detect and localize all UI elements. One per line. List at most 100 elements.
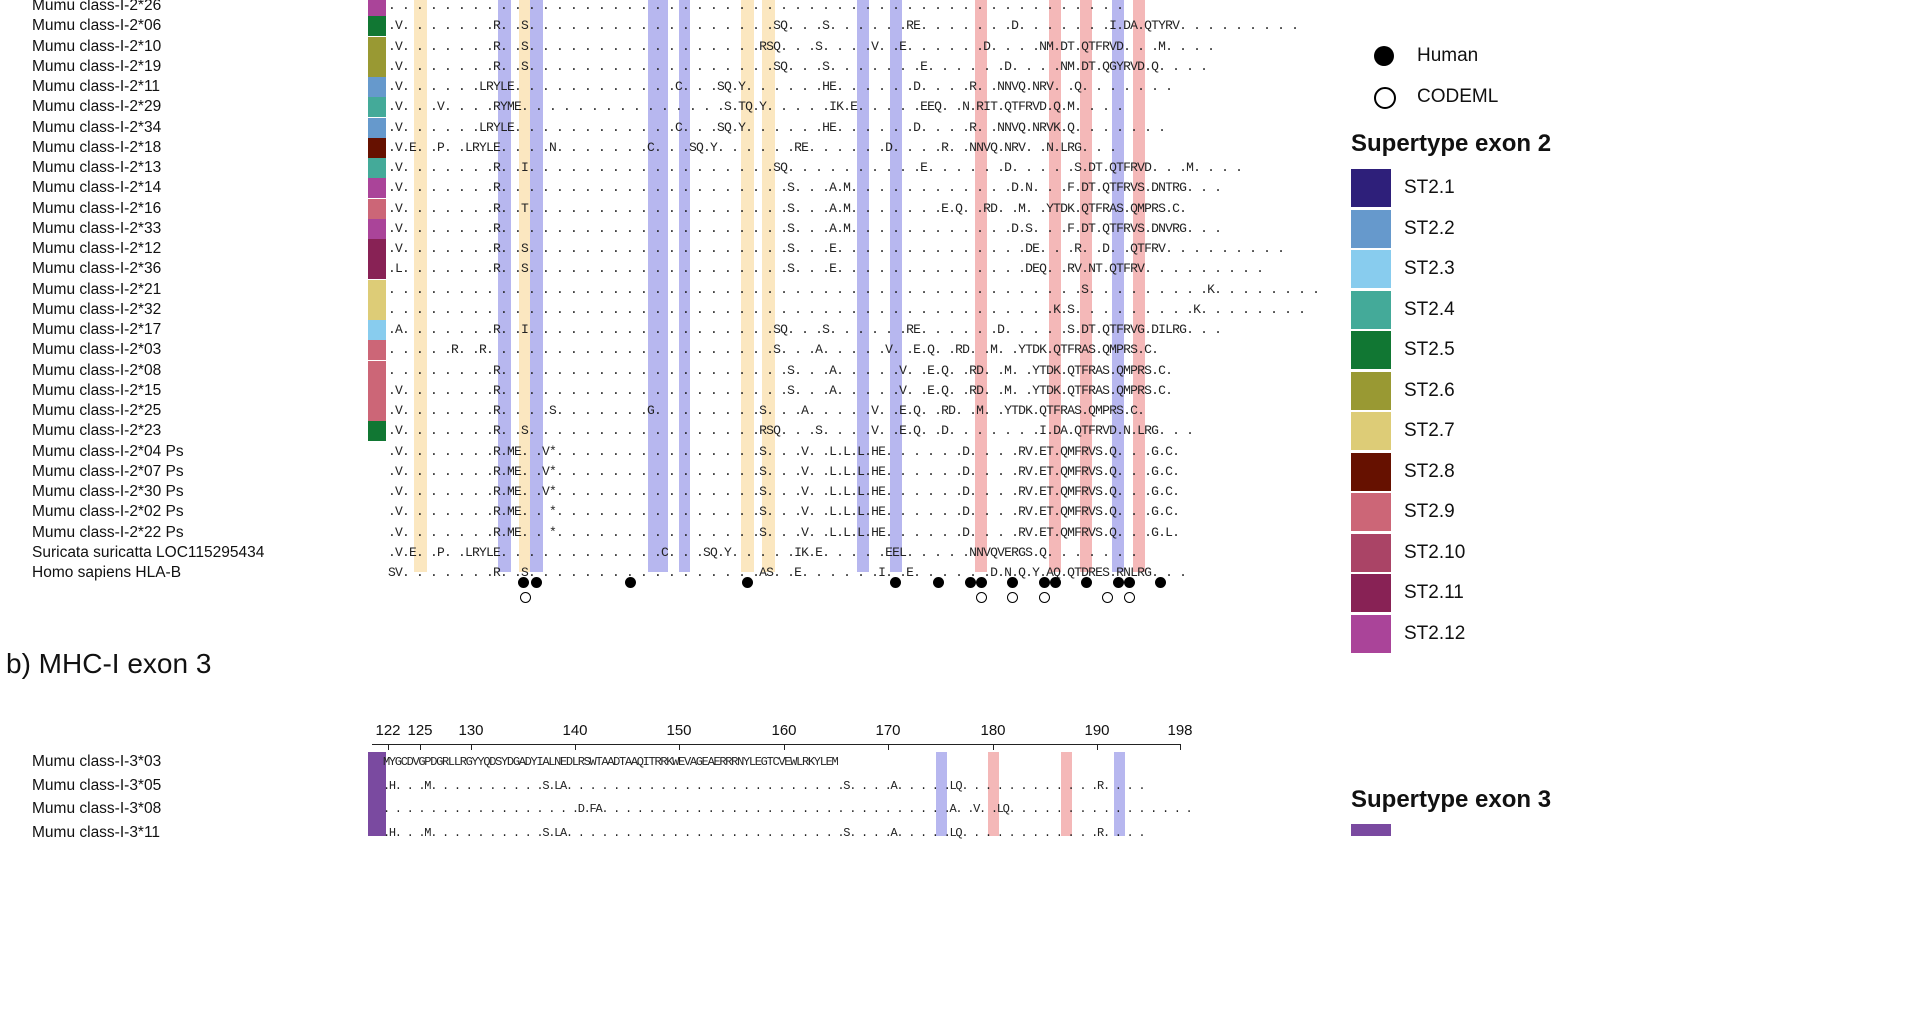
legend-swatch [1351,209,1391,248]
codeml-site-circle [976,592,987,603]
sequence-label: Mumu class-I-3*05 [32,776,162,794]
supertype-swatch [368,360,386,381]
axis-tick [888,744,889,750]
axis-tick-label: 140 [562,722,588,739]
legend-supertype-label: ST2.12 [1404,622,1466,644]
legend-supertype-label: ST2.2 [1404,217,1455,239]
sequence-row: .V. . . . . . .R. .S. . . . . . . . . . … [388,423,1194,439]
supertype-swatch [368,97,386,118]
axis-tick [1180,744,1181,750]
highlight-column [1114,752,1125,836]
legend-exon3-title: Supertype exon 3 [1351,786,1552,813]
legend-supertype-label: ST2.9 [1404,501,1455,522]
sequence-row: .V. . . . . . .R.ME. . *. . . . . . . . … [388,504,1180,520]
legend-swatch [1351,169,1391,207]
axis-tick-label: 130 [458,722,484,739]
sequence-row: .V. . . . . . .R. . . . . . . . . . . . … [388,180,1222,196]
legend-supertype-label: ST2.4 [1404,298,1455,320]
legend-swatch [1351,614,1391,653]
sequence-row: .V. . . . . . .R.ME. .V*. . . . . . . . … [388,443,1180,459]
axis-tick [420,744,421,750]
supertype-swatch [368,218,386,239]
human-site-dot [1050,577,1061,588]
axis-tick [679,744,680,750]
codeml-site-circle [1007,592,1018,603]
sequence-row: . . . . . . . . . . . . . . . . .D.FA. .… [383,802,1193,816]
codeml-site-circle [1124,592,1135,603]
axis-tick [1097,744,1098,750]
highlight-column [1049,0,1061,572]
legend-swatch [1351,574,1391,612]
human-site-dot [531,577,542,588]
sequence-label: Mumu class-I-2*07 Ps [32,462,184,480]
legend-swatch [1351,331,1391,369]
legend-swatch [1351,371,1391,410]
sequence-row: .V. . . . . . .R. . . . . . . . . . . . … [388,382,1173,398]
axis-tick-label: 190 [1084,722,1110,739]
sequence-row: .H. . .M. . . . . . . . . .S.LA. . . . .… [383,825,1146,840]
sequence-row: .V. . . . . . .R.ME. .V*. . . . . . . . … [388,463,1180,479]
legend-swatch [1351,452,1391,491]
sequence-label: Mumu class-I-2*30 Ps [32,483,184,500]
sequence-row: MYGCDVGPDGRLLRGYYQDSYDGADYIALNEDLRSWTAAD… [383,755,839,769]
supertype-swatch [368,320,386,340]
supertype-swatch [368,0,386,16]
sequence-row: .V. . . . . . .R. .T. . . . . . . . . . … [388,200,1187,216]
sequence-label: Mumu class-I-2*34 [32,118,162,136]
sequence-label: Mumu class-I-2*25 [32,402,162,419]
human-site-dot [742,577,753,588]
legend-codeml-label: CODEML [1417,86,1499,107]
legend-supertype-label: ST2.10 [1404,541,1466,563]
highlight-column [530,0,543,572]
legend-swatch [1351,250,1391,288]
sequence-label: Mumu class-I-2*18 [32,138,162,156]
sequence-label: Mumu class-I-3*11 [32,823,161,841]
sequence-row: .V. . .V. . . .RYME. . . . . . . . . . .… [388,99,1124,115]
sequence-label: Mumu class-I-2*02 Ps [32,503,184,521]
highlight-column [890,0,902,572]
highlight-column [762,0,775,572]
sequence-row: .V. . . . . . .R. .S. . . . . . . . . . … [388,18,1299,34]
legend-swatch [1351,412,1391,450]
human-site-dot [1007,577,1018,588]
exon3-supertype-swatch [1351,824,1391,836]
highlight-column [975,0,987,572]
sequence-label: Mumu class-I-2*08 [32,361,162,379]
codeml-site-circle [520,592,531,603]
highlight-column [414,0,427,572]
axis-line [372,744,1180,745]
axis-tick-label: 170 [875,722,901,739]
codeml-site-circle [1039,592,1050,603]
legend-supertype-label: ST2.11 [1404,582,1464,603]
supertype-swatch [368,158,386,178]
legend-swatch [1351,290,1391,329]
supertype-swatch [368,56,386,77]
sequence-row: .V. . . . . . .R. .I. . . . . . . . . . … [388,160,1243,175]
highlight-column [1061,752,1072,836]
human-site-dot [625,577,636,588]
sequence-label: Mumu class-I-2*36 [32,260,162,278]
highlight-column [936,752,947,836]
human-marker-icon [1374,46,1394,66]
human-site-dot [1113,577,1124,588]
supertype-swatch [368,380,386,401]
sequence-row: .V. . . . . .LRYLE. . . . . . . . . . . … [388,119,1166,135]
sequence-row: . . . . . . . . . . . . . . . . . . . . … [388,301,1306,317]
sequence-row: .V. . . . . . .R.ME. . *. . . . . . . . … [388,524,1180,540]
sequence-row: .V.E. .P. .LRYLE. . . .N. . . . . . .C. … [388,139,1117,155]
highlight-column [1133,0,1145,572]
human-site-dot [890,577,901,588]
sequence-label: Suricata suricatta LOC115295434 [32,543,265,561]
axis-tick-label: 122 [375,722,401,739]
legend-supertype-label: ST2.5 [1404,339,1455,360]
sequence-row: .H. . .M. . . . . . . . . .S.LA. . . . .… [383,778,1146,793]
highlight-column [741,0,754,572]
sequence-label: Mumu class-I-2*11 [32,78,161,95]
exon3-section-title: b) MHC-I exon 3 [6,648,212,679]
highlight-column [679,0,690,572]
human-site-dot [976,577,987,588]
supertype-swatch [368,279,386,300]
supertype-swatch [368,340,386,361]
axis-tick [784,744,785,750]
legend-supertype-label: ST2.3 [1404,258,1455,279]
